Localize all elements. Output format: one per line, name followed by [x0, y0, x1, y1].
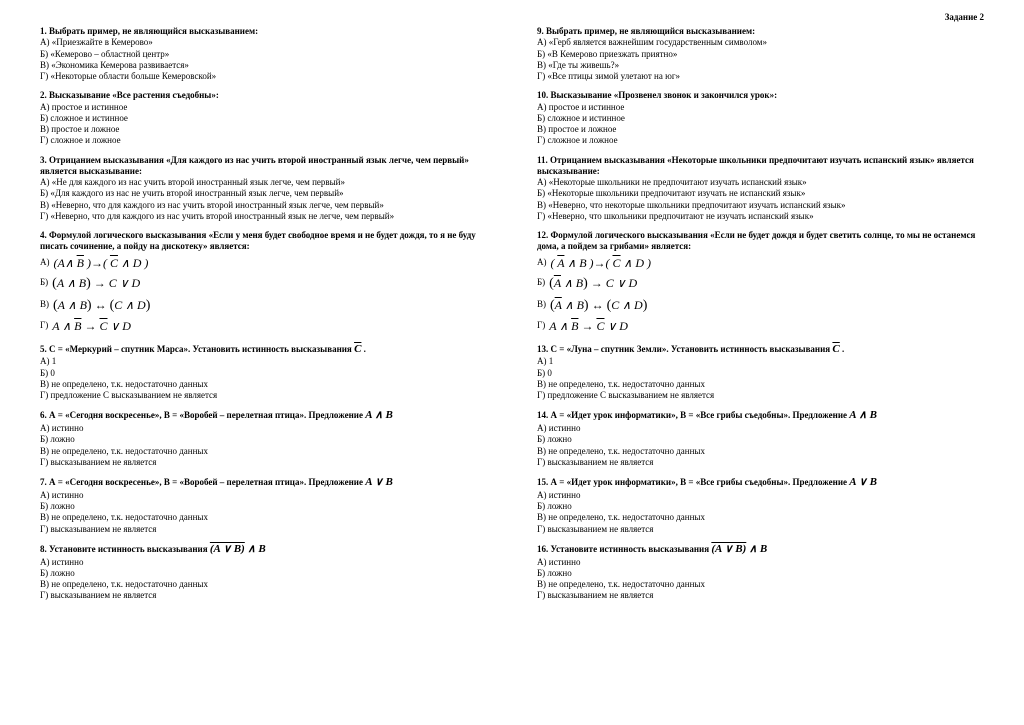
q8-d: Г) высказыванием не является [40, 590, 487, 601]
q13-title-text: 13. С = «Луна – спутник Земли». Установи… [537, 344, 832, 354]
q13-a: А) 1 [537, 356, 984, 367]
q9-title: 9. Выбрать пример, не являющийся высказы… [537, 26, 984, 37]
q3-a: А) «Не для каждого из нас учить второй и… [40, 177, 487, 188]
q6-b: Б) ложно [40, 434, 487, 445]
q4-b: Б) (A ∧ B) → C ∨ D [40, 273, 487, 294]
q14-b: Б) ложно [537, 434, 984, 445]
q11-c: В) «Неверно, что некоторые школьники пре… [537, 200, 984, 211]
q4-d: Г) A ∧ B → C ∨ D [40, 317, 487, 335]
q8-c: В) не определено, т.к. недостаточно данн… [40, 579, 487, 590]
q6-d: Г) высказыванием не является [40, 457, 487, 468]
q13-d: Г) предложение С высказыванием не являет… [537, 390, 984, 401]
q10-d: Г) сложное и ложное [537, 135, 984, 146]
q4-a: А) (А∧ B )→( C ∧ D ) [40, 254, 487, 272]
q3-c: В) «Неверно, что для каждого из нас учит… [40, 200, 487, 211]
q2-a: А) простое и истинное [40, 102, 487, 113]
q15-c: В) не определено, т.к. недостаточно данн… [537, 512, 984, 523]
q5-a: А) 1 [40, 356, 487, 367]
q5-b: Б) 0 [40, 368, 487, 379]
q15-a: А) истинно [537, 490, 984, 501]
q7-a: А) истинно [40, 490, 487, 501]
q12-b: Б) (A ∧ B) → C ∨ D [537, 273, 984, 294]
q11-a: А) «Некоторые школьники не предпочитают … [537, 177, 984, 188]
assignment-header: Задание 2 [40, 12, 984, 22]
q8-title-text: 8. Установите истинность высказывания [40, 544, 210, 554]
q12-c: В) (A ∧ B) ↔ (C ∧ D) [537, 295, 984, 316]
q9-b: Б) «В Кемерово приезжать приятно» [537, 49, 984, 60]
q16-b: Б) ложно [537, 568, 984, 579]
q16-c: В) не определено, т.к. недостаточно данн… [537, 579, 984, 590]
q14-a: А) истинно [537, 423, 984, 434]
q10-b: Б) сложное и истинное [537, 113, 984, 124]
q14-c: В) не определено, т.к. недостаточно данн… [537, 446, 984, 457]
q3-title: 3. Отрицанием высказывания «Для каждого … [40, 155, 487, 178]
q4-c: В) (A ∧ B) ↔ (C ∧ D) [40, 295, 487, 316]
q3-b: Б) «Для каждого из нас не учить второй и… [40, 188, 487, 199]
q9-a: А) «Герб является важнейшим государствен… [537, 37, 984, 48]
q15-d: Г) высказыванием не является [537, 524, 984, 535]
q5-d: Г) предложение С высказыванием не являет… [40, 390, 487, 401]
q15-b: Б) ложно [537, 501, 984, 512]
q5-c: В) не определено, т.к. недостаточно данн… [40, 379, 487, 390]
q1-c: В) «Экономика Кемерова развивается» [40, 60, 487, 71]
q12-title: 12. Формулой логического высказывания «Е… [537, 230, 984, 253]
q10-c: В) простое и ложное [537, 124, 984, 135]
q12-d: Г) A ∧ B → C ∨ D [537, 317, 984, 335]
q7-b: Б) ложно [40, 501, 487, 512]
left-column: 1. Выбрать пример, не являющийся высказы… [40, 26, 487, 602]
q6-title: 6. А = «Сегодня воскресенье», В = «Вороб… [40, 409, 487, 423]
q13-b: Б) 0 [537, 368, 984, 379]
q9-d: Г) «Все птицы зимой улетают на юг» [537, 71, 984, 82]
q7-d: Г) высказыванием не является [40, 524, 487, 535]
q6-a: А) истинно [40, 423, 487, 434]
q2-d: Г) сложное и ложное [40, 135, 487, 146]
q1-b: Б) «Кемерово – областной центр» [40, 49, 487, 60]
q2-b: Б) сложное и истинное [40, 113, 487, 124]
q16-d: Г) высказыванием не является [537, 590, 984, 601]
q5-title-text: 5. С = «Меркурий – спутник Марса». Устан… [40, 344, 354, 354]
q16-title-text: 16. Установите истинность высказывания [537, 544, 711, 554]
q7-title: 7. А = «Сегодня воскресенье», В = «Вороб… [40, 476, 487, 490]
q14-title-text: 14. А = «Идет урок информатики», В = «Вс… [537, 410, 849, 420]
q3-d: Г) «Неверно, что для каждого из нас учит… [40, 211, 487, 222]
q1-a: А) «Приезжайте в Кемерово» [40, 37, 487, 48]
q8-a: А) истинно [40, 557, 487, 568]
q10-a: А) простое и истинное [537, 102, 984, 113]
q11-d: Г) «Неверно, что школьники предпочитают … [537, 211, 984, 222]
q14-d: Г) высказыванием не является [537, 457, 984, 468]
q16-a: А) истинно [537, 557, 984, 568]
q5-title: 5. С = «Меркурий – спутник Марса». Устан… [40, 343, 487, 357]
right-column: 9. Выбрать пример, не являющийся высказы… [537, 26, 984, 602]
q10-title: 10. Высказывание «Прозвенел звонок и зак… [537, 90, 984, 101]
q4-title: 4. Формулой логического высказывания «Ес… [40, 230, 487, 253]
two-column-layout: 1. Выбрать пример, не являющийся высказы… [40, 26, 984, 602]
q15-title: 15. А = «Идет урок информатики», В = «Вс… [537, 476, 984, 490]
q16-title: 16. Установите истинность высказывания (… [537, 543, 984, 557]
q15-title-text: 15. А = «Идет урок информатики», В = «Вс… [537, 477, 849, 487]
q11-title: 11. Отрицанием высказывания «Некоторые ш… [537, 155, 984, 178]
q8-title: 8. Установите истинность высказывания (A… [40, 543, 487, 557]
q6-c: В) не определено, т.к. недостаточно данн… [40, 446, 487, 457]
q13-title: 13. С = «Луна – спутник Земли». Установи… [537, 343, 984, 357]
q6-title-text: 6. А = «Сегодня воскресенье», В = «Вороб… [40, 410, 365, 420]
q8-b: Б) ложно [40, 568, 487, 579]
q13-c: В) не определено, т.к. недостаточно данн… [537, 379, 984, 390]
q11-b: Б) «Некоторые школьники предпочитают изу… [537, 188, 984, 199]
q2-c: В) простое и ложное [40, 124, 487, 135]
q1-title: 1. Выбрать пример, не являющийся высказы… [40, 26, 487, 37]
q2-title: 2. Высказывание «Все растения съедобны»: [40, 90, 487, 101]
q14-title: 14. А = «Идет урок информатики», В = «Вс… [537, 409, 984, 423]
q7-c: В) не определено, т.к. недостаточно данн… [40, 512, 487, 523]
q7-title-text: 7. А = «Сегодня воскресенье», В = «Вороб… [40, 477, 365, 487]
q12-a: А) ( A ∧ B )→( C ∧ D ) [537, 254, 984, 272]
q9-c: В) «Где ты живешь?» [537, 60, 984, 71]
q1-d: Г) «Некоторые области больше Кемеровской… [40, 71, 487, 82]
